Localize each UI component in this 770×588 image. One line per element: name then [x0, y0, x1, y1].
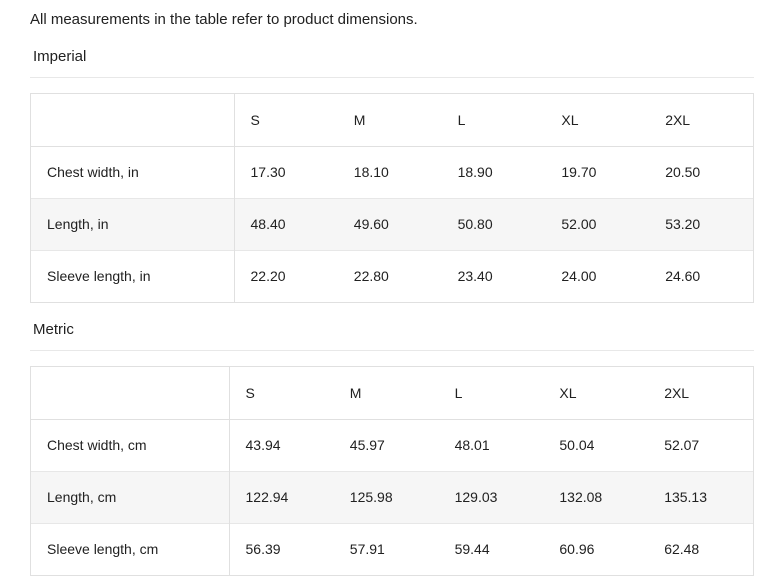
- measurement-value: 24.00: [561, 268, 597, 285]
- size-column-header-2xl: 2XL: [665, 111, 691, 128]
- measurement-value: 57.91: [349, 541, 385, 558]
- table-row-sleeve-length-in: Sleeve length, in 22.20 22.80 23.40 24.0…: [31, 250, 753, 302]
- metric-table: S M L XL 2XL Chest width, cm 43.94 45.97…: [31, 367, 753, 575]
- measurement-value: 135.13: [664, 489, 708, 505]
- measurement-value: 52.07: [664, 437, 700, 453]
- measurement-value: 50.04: [559, 437, 595, 453]
- measurement-value: 129.03: [454, 489, 498, 505]
- size-guide-page: All measurements in the table refer to p…: [0, 10, 770, 588]
- measurement-label: Sleeve length, in: [31, 250, 235, 302]
- imperial-corner-cell: [31, 94, 235, 146]
- size-column-header-l: L: [457, 111, 466, 128]
- section-title-metric: Metric: [33, 321, 74, 338]
- size-column-header-s: S: [245, 384, 255, 401]
- measurement-value: 62.48: [664, 541, 700, 558]
- table-row-length-in: Length, in 48.40 49.60 50.80 52.00 53.20: [31, 198, 753, 250]
- measurement-value: 24.60: [665, 268, 701, 285]
- measurement-value: 19.70: [561, 164, 597, 180]
- measurement-value: 50.80: [457, 216, 493, 232]
- measurement-label: Length, cm: [31, 471, 230, 523]
- metric-corner-cell: [31, 367, 230, 419]
- measurement-value: 59.44: [454, 541, 490, 558]
- table-row-sleeve-length-cm: Sleeve length, cm 56.39 57.91 59.44 60.9…: [31, 523, 753, 575]
- size-column-header-m: M: [349, 384, 362, 401]
- measurement-value: 17.30: [250, 164, 286, 180]
- measurement-value: 125.98: [349, 489, 393, 505]
- measurement-value: 56.39: [245, 541, 281, 558]
- measurement-value: 43.94: [245, 437, 281, 453]
- imperial-size-table: S M L XL 2XL Chest width, in 17.30 18.10…: [30, 93, 754, 303]
- table-row-chest-width-cm: Chest width, cm 43.94 45.97 48.01 50.04 …: [31, 419, 753, 471]
- size-column-header-xl: XL: [561, 111, 579, 128]
- table-row-length-cm: Length, cm 122.94 125.98 129.03 132.08 1…: [31, 471, 753, 523]
- measurement-value: 18.90: [457, 164, 493, 180]
- measurement-value: 132.08: [559, 489, 603, 505]
- measurement-value: 48.01: [454, 437, 490, 453]
- measurement-value: 18.10: [353, 164, 389, 180]
- imperial-section-divider: [30, 77, 754, 78]
- measurement-value: 60.96: [559, 541, 595, 558]
- imperial-table: S M L XL 2XL Chest width, in 17.30 18.10…: [31, 94, 753, 302]
- size-column-header-m: M: [353, 111, 366, 128]
- section-title-imperial: Imperial: [33, 48, 87, 65]
- measurement-label: Sleeve length, cm: [31, 523, 230, 575]
- measurement-label: Chest width, cm: [31, 419, 230, 471]
- size-column-header-s: S: [250, 111, 260, 128]
- table-row-chest-width-in: Chest width, in 17.30 18.10 18.90 19.70 …: [31, 146, 753, 198]
- measurement-label: Length, in: [31, 198, 235, 250]
- metric-section-divider: [30, 350, 754, 351]
- imperial-header-row: S M L XL 2XL: [31, 94, 753, 146]
- measurement-value: 22.80: [353, 268, 389, 285]
- measurement-value: 22.20: [250, 268, 286, 285]
- measurement-value: 122.94: [245, 489, 289, 505]
- measurement-value: 20.50: [665, 164, 701, 180]
- size-column-header-2xl: 2XL: [664, 384, 690, 401]
- measurements-note: All measurements in the table refer to p…: [30, 11, 418, 28]
- measurement-value: 53.20: [665, 216, 701, 232]
- measurement-value: 49.60: [353, 216, 389, 232]
- metric-header-row: S M L XL 2XL: [31, 367, 753, 419]
- size-column-header-l: L: [454, 384, 463, 401]
- metric-size-table: S M L XL 2XL Chest width, cm 43.94 45.97…: [30, 366, 754, 576]
- measurement-label: Chest width, in: [31, 146, 235, 198]
- measurement-value: 23.40: [457, 268, 493, 285]
- measurement-value: 48.40: [250, 216, 286, 232]
- measurement-value: 52.00: [561, 216, 597, 232]
- measurement-value: 45.97: [349, 437, 385, 453]
- size-column-header-xl: XL: [559, 384, 577, 401]
